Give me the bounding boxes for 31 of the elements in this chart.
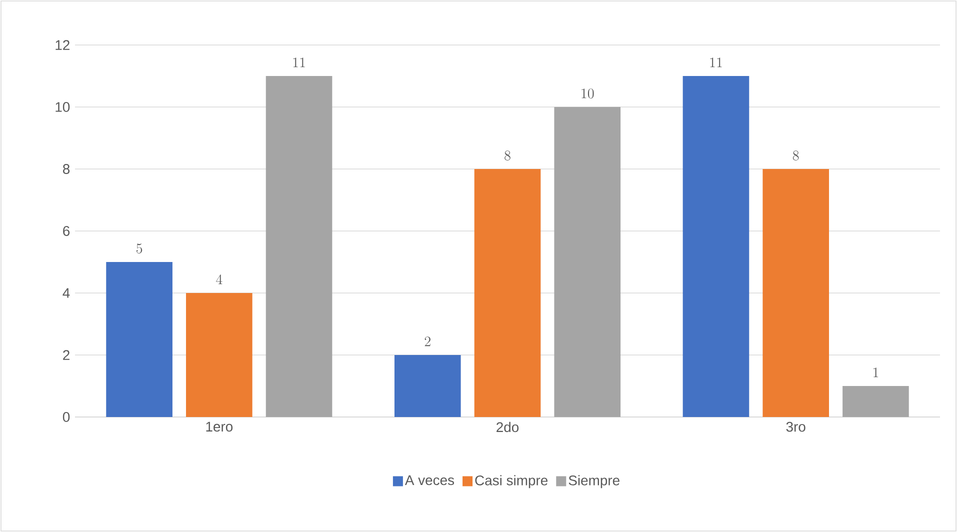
bar — [762, 168, 829, 417]
bar — [554, 106, 621, 417]
bar — [266, 76, 332, 417]
data-label: 5 — [136, 244, 142, 254]
data-label: 8 — [792, 150, 799, 160]
y-tick-label: 0 — [62, 412, 70, 422]
legend-label: A veces — [404, 475, 454, 486]
y-tick-label: 8 — [63, 164, 70, 174]
data-label: 8 — [504, 150, 510, 160]
y-tick-label: 2 — [63, 350, 70, 360]
y-tick-label: 10 — [56, 102, 70, 112]
data-label: 1 — [874, 368, 878, 378]
x-tick-label: 2do — [496, 422, 519, 432]
bar — [682, 76, 750, 417]
data-label: 4 — [216, 274, 222, 284]
y-tick-label: 6 — [63, 226, 70, 236]
data-label: 2 — [424, 336, 430, 346]
legend-label: Siempre — [568, 475, 620, 488]
bar — [186, 292, 252, 417]
bar — [842, 386, 909, 417]
bar — [394, 355, 461, 417]
legend-label: Casi simpre — [475, 475, 548, 488]
y-tick-label: 4 — [62, 288, 70, 298]
data-label: 11 — [293, 58, 305, 68]
x-tick-label: 3ro — [786, 422, 806, 432]
bar — [106, 262, 172, 417]
data-label: 11 — [710, 58, 722, 68]
bar — [474, 168, 541, 417]
y-tick-label: 12 — [56, 40, 70, 50]
data-label: 10 — [582, 88, 594, 98]
x-tick-label: 1ero — [206, 422, 233, 432]
